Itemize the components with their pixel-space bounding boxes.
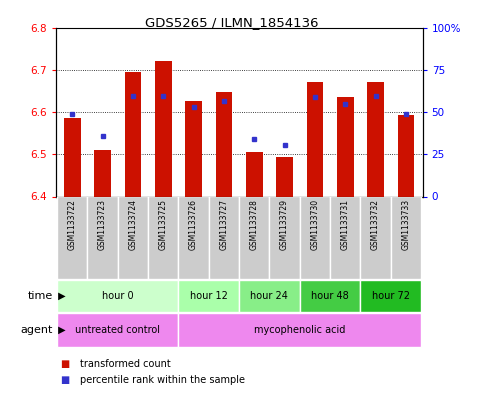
Bar [185, 101, 202, 196]
Text: ■: ■ [60, 375, 70, 385]
Text: GSM1133722: GSM1133722 [68, 199, 77, 250]
Text: GDS5265 / ILMN_1854136: GDS5265 / ILMN_1854136 [145, 16, 319, 29]
Bar [398, 116, 414, 196]
Text: GSM1133726: GSM1133726 [189, 199, 198, 250]
Text: GSM1133731: GSM1133731 [341, 199, 350, 250]
Text: hour 72: hour 72 [372, 291, 410, 301]
Bar [57, 280, 178, 312]
Bar [239, 196, 270, 279]
Bar [367, 82, 384, 196]
Text: hour 0: hour 0 [102, 291, 133, 301]
Bar [300, 280, 360, 312]
Bar [178, 196, 209, 279]
Text: ■: ■ [60, 358, 70, 369]
Bar [87, 196, 118, 279]
Bar [270, 196, 300, 279]
Bar [330, 196, 360, 279]
Text: GSM1133728: GSM1133728 [250, 199, 259, 250]
Text: GSM1133729: GSM1133729 [280, 199, 289, 250]
Text: hour 24: hour 24 [251, 291, 288, 301]
Text: untreated control: untreated control [75, 325, 160, 335]
Text: hour 48: hour 48 [311, 291, 349, 301]
Text: transformed count: transformed count [80, 358, 170, 369]
Bar [178, 313, 421, 347]
Bar [276, 157, 293, 196]
Bar [94, 150, 111, 196]
Text: GSM1133730: GSM1133730 [311, 199, 319, 250]
Text: GSM1133733: GSM1133733 [401, 199, 411, 250]
Bar [57, 313, 178, 347]
Bar [239, 280, 300, 312]
Bar [148, 196, 178, 279]
Text: hour 12: hour 12 [190, 291, 227, 301]
Bar [209, 196, 239, 279]
Bar [155, 61, 171, 196]
Text: agent: agent [21, 325, 53, 335]
Text: GSM1133723: GSM1133723 [98, 199, 107, 250]
Text: percentile rank within the sample: percentile rank within the sample [80, 375, 245, 385]
Bar [300, 196, 330, 279]
Bar [337, 97, 354, 196]
Text: GSM1133724: GSM1133724 [128, 199, 137, 250]
Text: time: time [28, 291, 53, 301]
Bar [360, 280, 421, 312]
Bar [215, 92, 232, 196]
Text: GSM1133727: GSM1133727 [219, 199, 228, 250]
Text: GSM1133732: GSM1133732 [371, 199, 380, 250]
Bar [391, 196, 421, 279]
Text: mycophenolic acid: mycophenolic acid [254, 325, 345, 335]
Bar [360, 196, 391, 279]
Bar [246, 152, 263, 196]
Bar [178, 280, 239, 312]
Bar [57, 196, 87, 279]
Bar [64, 118, 81, 196]
Text: GSM1133725: GSM1133725 [159, 199, 168, 250]
Bar [125, 72, 141, 196]
Text: ▶: ▶ [55, 325, 65, 335]
Bar [118, 196, 148, 279]
Text: ▶: ▶ [55, 291, 65, 301]
Bar [307, 82, 323, 196]
